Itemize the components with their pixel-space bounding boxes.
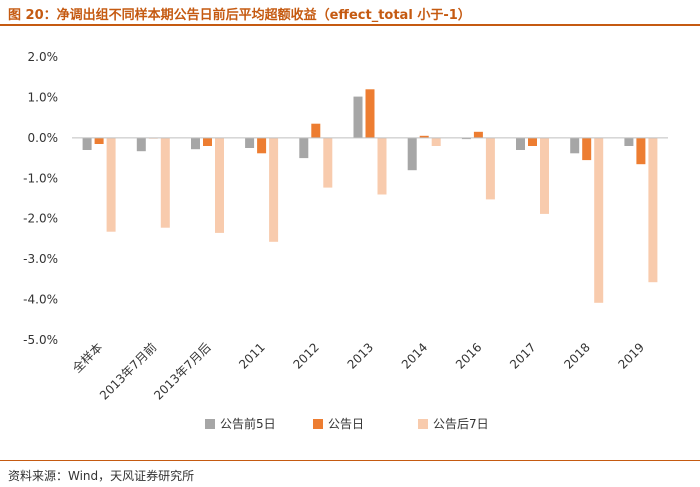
bar-1-7 — [407, 137, 417, 171]
figure-title: 图 20：净调出组不同样本期公告日前后平均超额收益（effect_total 小… — [8, 8, 471, 23]
bar-1-3 — [191, 137, 200, 150]
bar-3-3 — [215, 137, 224, 233]
x-tick-label: 2011 — [236, 340, 267, 371]
title-rule — [0, 24, 700, 26]
bar-3-1 — [106, 137, 116, 232]
bar-1-10 — [570, 137, 580, 154]
y-axis: 2.0% 1.0% 0.0% -1.0% -2.0% -3.0% -4.0% -5.0% — [23, 50, 58, 347]
legend-swatch-1 — [205, 419, 215, 429]
legend-label-2: 公告日 — [328, 417, 364, 431]
bar-2-10 — [582, 137, 592, 161]
y-tick-label: -5.0% — [23, 333, 58, 347]
legend-label-1: 公告前5日 — [220, 416, 276, 431]
y-tick-label: -3.0% — [23, 252, 58, 266]
bar-2-7 — [419, 135, 429, 138]
bar-3-5 — [323, 137, 333, 188]
x-tick-label: 2014 — [399, 340, 430, 371]
source-note: 资料来源：Wind，天风证券研究所 — [8, 469, 195, 483]
bar-2-11 — [636, 137, 646, 165]
bar-1-8 — [461, 137, 471, 140]
x-tick-label: 2013年7月后 — [151, 340, 213, 402]
y-tick-label: -4.0% — [23, 293, 58, 307]
bar-1-1 — [82, 137, 92, 150]
x-tick-label: 2012 — [290, 340, 321, 371]
legend: 公告前5日 公告日 公告后7日 — [205, 416, 489, 431]
bar-2-4 — [257, 137, 267, 154]
bar-3-6 — [377, 137, 387, 195]
x-tick-label: 2013年7月前 — [96, 340, 159, 403]
bar-series — [82, 89, 658, 303]
bar-2-1 — [94, 137, 104, 144]
bar-3-2 — [160, 137, 170, 228]
bar-2-3 — [203, 137, 212, 146]
bar-1-11 — [624, 137, 634, 146]
bar-3-10 — [594, 137, 604, 303]
x-tick-label: 全样本 — [69, 340, 105, 376]
x-tick-label: 2016 — [453, 340, 484, 371]
bar-2-8 — [473, 131, 483, 138]
x-tick-label: 2018 — [561, 340, 592, 371]
y-tick-label: 0.0% — [28, 131, 59, 145]
footer-rule — [0, 460, 700, 461]
bar-2-9 — [528, 137, 537, 146]
legend-swatch-3 — [418, 419, 428, 429]
bar-1-4 — [245, 137, 255, 148]
y-tick-label: 1.0% — [28, 90, 59, 104]
bar-1-9 — [516, 137, 525, 150]
y-tick-label: -2.0% — [23, 212, 58, 226]
bar-3-8 — [485, 137, 495, 200]
bar-chart: 2.0% 1.0% 0.0% -1.0% -2.0% -3.0% -4.0% -5.0% 全样… — [23, 50, 668, 431]
bar-3-11 — [648, 137, 658, 283]
bar-3-7 — [431, 137, 441, 146]
x-tick-label: 2013 — [345, 340, 376, 371]
legend-label-3: 公告后7日 — [433, 417, 489, 431]
y-tick-label: -1.0% — [23, 171, 58, 185]
bar-1-6 — [353, 96, 363, 138]
x-tick-label: 2019 — [616, 340, 647, 371]
bar-1-5 — [299, 137, 309, 159]
x-tick-label: 2017 — [507, 340, 538, 371]
bar-1-2 — [136, 137, 146, 152]
bar-3-4 — [269, 137, 279, 242]
y-tick-label: 2.0% — [28, 50, 59, 64]
bar-2-5 — [311, 123, 321, 138]
bar-3-9 — [540, 137, 549, 214]
legend-swatch-2 — [313, 419, 323, 429]
bar-2-6 — [365, 89, 375, 138]
